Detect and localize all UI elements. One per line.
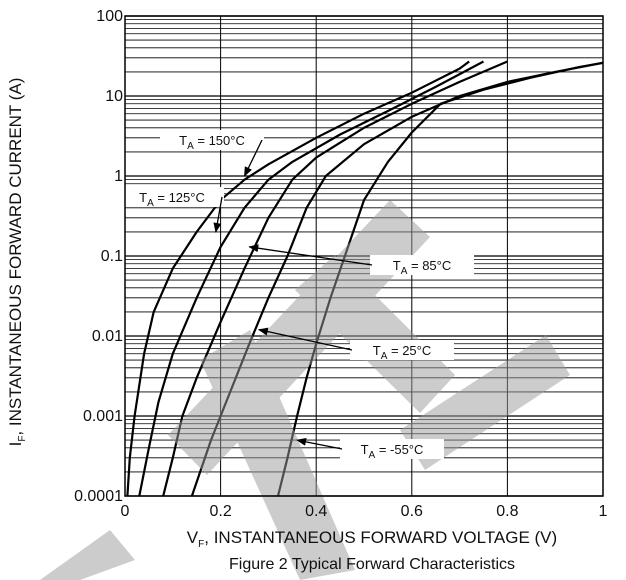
series-line-1	[138, 60, 485, 497]
x-tick-label: 0.2	[209, 503, 231, 520]
annotation-1: TA = 125°C	[120, 187, 224, 233]
axes: 0 0.2 0.4 0.6 0.8 1 0.0001 0.001 0.01 0.1 1 10 100	[74, 8, 607, 520]
x-tick-label: 1	[599, 503, 608, 520]
series-label-4: TA = -55°C	[361, 442, 424, 461]
y-tick-label: 100	[96, 8, 123, 25]
annotation-arrow-0	[243, 139, 263, 177]
series-label-0: TA = 150°C	[179, 133, 245, 152]
annotation-3: TA = 25°C	[257, 327, 454, 362]
annotation-arrow-3	[257, 327, 353, 351]
annotation-2: TA = 85°C	[248, 244, 474, 277]
annotation-4: TA = -55°C	[296, 437, 444, 461]
y-tick-label: 10	[105, 88, 123, 105]
x-tick-label: 0.4	[305, 503, 327, 520]
figure-caption: Figure 2 Typical Forward Characteristics	[229, 556, 515, 573]
watermark	[40, 200, 570, 580]
series-label-2: TA = 85°C	[393, 258, 452, 277]
annotation-arrow-2	[248, 244, 373, 266]
y-tick-label: 0.01	[92, 328, 123, 345]
series-line-4	[276, 61, 604, 497]
y-tick-label: 0.001	[83, 408, 123, 425]
y-tick-label: 0.0001	[74, 488, 123, 505]
plot-frame	[124, 15, 604, 497]
axis-labels: VF, INSTANTANEOUS FORWARD VOLTAGE (V) IF…	[6, 78, 557, 573]
annotation-arrow-1	[213, 196, 223, 233]
annotation-arrow-4	[296, 437, 343, 450]
x-tick-label: 0.8	[496, 503, 518, 520]
annotation-0: TA = 150°C	[160, 130, 264, 177]
series-line-2	[162, 60, 508, 497]
annotations: TA = 150°C TA = 125°C TA = 85°C TA = 25°C TA…	[120, 130, 474, 461]
x-axis-label: VF, INSTANTANEOUS FORWARD VOLTAGE (V)	[187, 528, 557, 550]
y-axis-label: IF, INSTANTANEOUS FORWARD CURRENT (A)	[6, 78, 28, 447]
series-label-1: TA = 125°C	[139, 190, 205, 209]
x-tick-label: 0	[121, 503, 130, 520]
x-tick-label: 0.6	[401, 503, 423, 520]
y-tick-label: 0.1	[101, 248, 123, 265]
series-label-3: TA = 25°C	[373, 343, 432, 362]
y-tick-label: 1	[114, 168, 123, 185]
